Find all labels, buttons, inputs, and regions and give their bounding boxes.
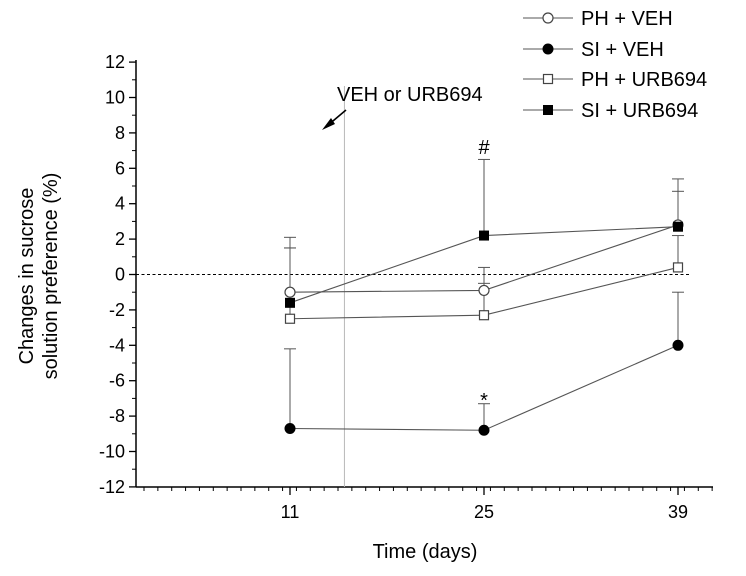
significance-marks: #* bbox=[478, 137, 490, 412]
legend-marker bbox=[542, 43, 554, 55]
data-point bbox=[284, 422, 296, 434]
y-tick-label: 8 bbox=[115, 123, 125, 143]
y-tick-label: 6 bbox=[115, 158, 125, 178]
legend-label: PH + URB694 bbox=[581, 69, 707, 91]
y-tick-label: 2 bbox=[115, 229, 125, 249]
data-point bbox=[672, 339, 684, 351]
legend-marker bbox=[543, 105, 553, 115]
y-tick-label: 10 bbox=[105, 88, 125, 108]
data-point bbox=[672, 262, 684, 273]
y-tick-label: -4 bbox=[109, 335, 125, 355]
reference-lines bbox=[136, 86, 691, 487]
legend: PH + VEH SI + VEH PH + URB694 SI + URB694 bbox=[523, 8, 707, 122]
treatment-annotation: VEH or URB694 bbox=[337, 84, 483, 106]
legend-label: PH + VEH bbox=[581, 8, 673, 30]
x-tick-label: 25 bbox=[474, 502, 494, 522]
significance-mark: # bbox=[478, 137, 490, 159]
data-point bbox=[284, 313, 296, 324]
x-tick-label: 39 bbox=[668, 502, 688, 522]
data-point bbox=[478, 310, 490, 321]
legend-label: SI + VEH bbox=[581, 39, 664, 61]
y-tick-label: 12 bbox=[105, 52, 125, 72]
x-tick-label: 11 bbox=[281, 502, 300, 522]
y-ticks: -12 -10 -8 -6 -4 -2 0 2 4 6 8 10 12 bbox=[99, 52, 136, 497]
y-tick-label: -2 bbox=[109, 300, 125, 320]
y-tick-label: -6 bbox=[109, 371, 125, 391]
y-tick-label: 0 bbox=[115, 265, 125, 285]
y-axis-title-line2: solution preference (%) bbox=[40, 173, 62, 380]
significance-mark: * bbox=[480, 390, 488, 412]
axes bbox=[135, 60, 713, 488]
y-axis-title-line1: Changes in sucrose bbox=[16, 188, 38, 365]
data-point bbox=[479, 230, 489, 241]
legend-label: SI + URB694 bbox=[581, 100, 698, 122]
annotations: VEH or URB694 bbox=[337, 84, 483, 106]
legend-marker bbox=[542, 73, 554, 85]
x-axis-title: Time (days) bbox=[373, 541, 478, 563]
data-point bbox=[284, 286, 296, 298]
annotation-arrow-head bbox=[322, 118, 335, 130]
legend-marker bbox=[542, 12, 554, 24]
data-points bbox=[284, 219, 684, 436]
data-point bbox=[478, 424, 490, 436]
data-point bbox=[673, 221, 683, 232]
y-tick-label: -10 bbox=[99, 442, 125, 462]
y-tick-label: 4 bbox=[115, 194, 125, 214]
y-tick-label: -12 bbox=[99, 477, 125, 497]
data-point bbox=[285, 297, 295, 308]
data-point bbox=[478, 284, 490, 297]
y-tick-label: -8 bbox=[109, 406, 125, 426]
x-ticks: 11 25 39 bbox=[143, 487, 713, 522]
